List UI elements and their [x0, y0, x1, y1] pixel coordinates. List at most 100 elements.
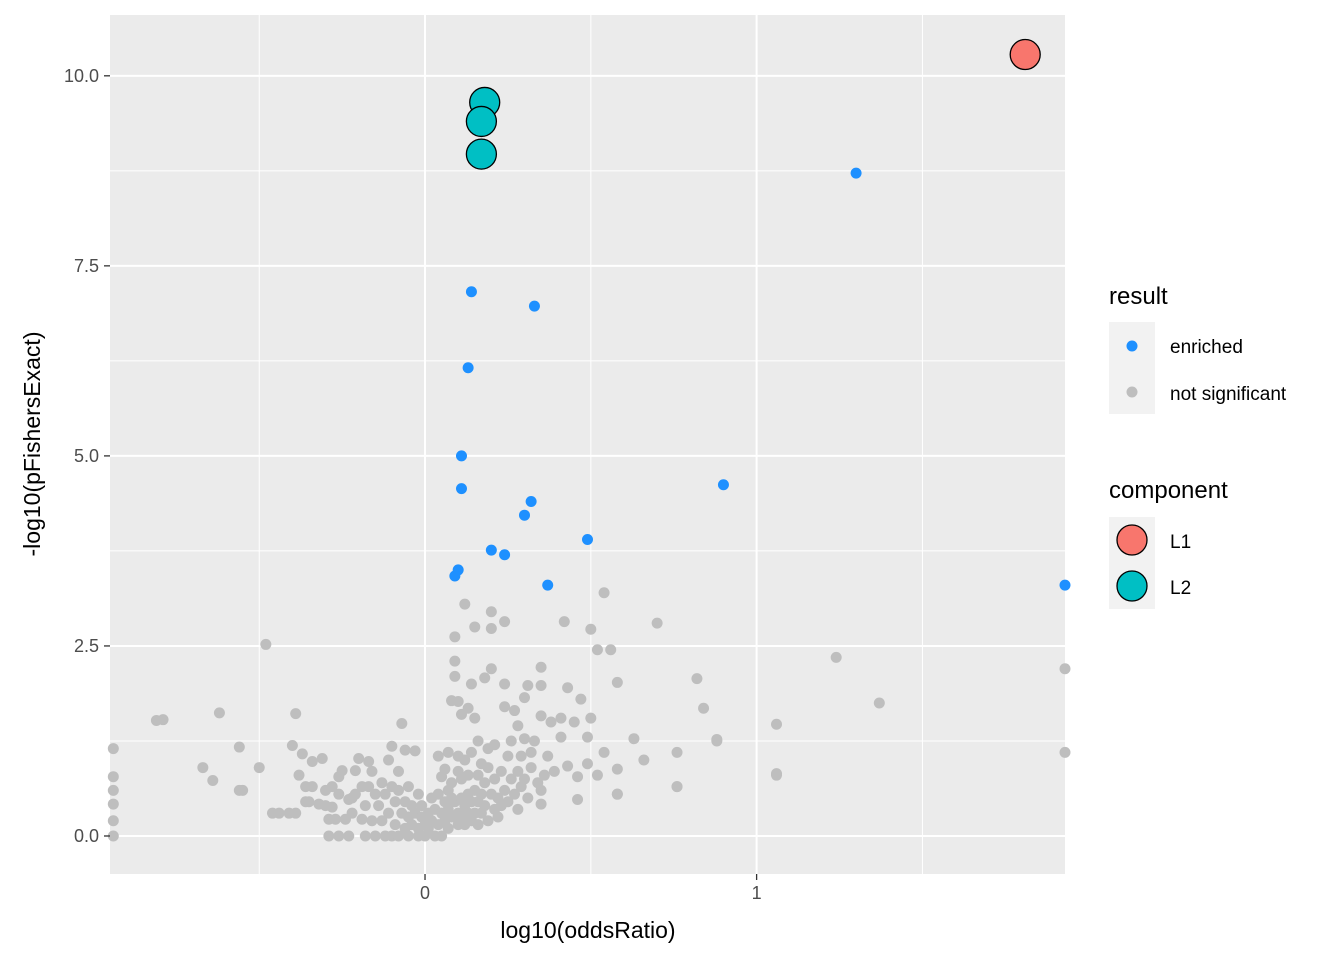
point-not-significant — [409, 745, 421, 757]
y-tick-label: 5.0 — [74, 446, 99, 466]
point-not-significant — [611, 676, 623, 688]
point-not-significant — [459, 598, 471, 610]
point-not-significant — [459, 754, 471, 766]
point-not-significant — [605, 644, 617, 656]
point-not-significant — [830, 651, 842, 663]
point-not-significant — [369, 830, 381, 842]
x-axis-title: log10(oddsRatio) — [500, 917, 675, 943]
point-not-significant — [482, 762, 494, 774]
point-enriched — [525, 496, 537, 508]
point-not-significant — [465, 746, 477, 758]
point-not-significant — [386, 740, 398, 752]
point-not-significant — [439, 763, 451, 775]
point-not-significant — [469, 621, 481, 633]
point-not-significant — [432, 788, 444, 800]
point-enriched — [455, 483, 467, 495]
point-not-significant — [392, 830, 404, 842]
point-not-significant — [518, 692, 530, 704]
point-not-significant — [671, 781, 683, 793]
point-enriched — [485, 544, 497, 556]
point-not-significant — [1059, 663, 1071, 675]
point-not-significant — [392, 765, 404, 777]
point-not-significant — [489, 773, 501, 785]
point-not-significant — [303, 796, 315, 808]
y-axis-title: -log10(pFishersExact) — [19, 332, 45, 557]
point-not-significant — [555, 712, 567, 724]
point-not-significant — [525, 746, 537, 758]
point-not-significant — [598, 746, 610, 758]
point-not-significant — [771, 769, 783, 781]
point-not-significant — [479, 800, 491, 812]
legend-key-bg-result — [1109, 322, 1155, 414]
legend-title-result: result — [1109, 283, 1168, 310]
point-not-significant — [349, 788, 361, 800]
legend-label-L2: L2 — [1170, 578, 1191, 599]
point-not-significant — [290, 807, 302, 819]
point-not-significant — [107, 798, 119, 810]
point-not-significant — [402, 781, 414, 793]
point-not-significant — [505, 735, 517, 747]
legend-key-enriched — [1126, 340, 1138, 352]
point-not-significant — [575, 693, 587, 705]
point-L2 — [465, 138, 498, 170]
point-not-significant — [436, 830, 448, 842]
point-not-significant — [475, 788, 487, 800]
point-not-significant — [585, 712, 597, 724]
point-not-significant — [598, 587, 610, 599]
point-not-significant — [479, 672, 491, 684]
legend-label-L1: L1 — [1170, 532, 1191, 553]
point-not-significant — [296, 748, 308, 760]
point-not-significant — [485, 663, 497, 675]
point-not-significant — [582, 758, 593, 770]
point-not-significant — [535, 798, 547, 810]
point-not-significant — [542, 750, 554, 762]
point-not-significant — [591, 769, 603, 781]
y-tick-label: 2.5 — [74, 636, 99, 656]
point-not-significant — [376, 777, 388, 789]
point-not-significant — [585, 623, 597, 635]
point-not-significant — [107, 784, 119, 796]
point-not-significant — [107, 815, 119, 827]
point-not-significant — [306, 755, 318, 767]
point-L1 — [1009, 38, 1041, 71]
point-not-significant — [369, 788, 381, 800]
point-not-significant — [489, 739, 501, 751]
legend-title-component: component — [1109, 477, 1228, 504]
point-not-significant — [107, 830, 119, 842]
point-not-significant — [363, 755, 375, 767]
point-not-significant — [512, 765, 524, 777]
point-not-significant — [366, 815, 378, 827]
point-not-significant — [499, 616, 511, 628]
point-not-significant — [392, 784, 404, 796]
point-not-significant — [346, 807, 358, 819]
point-not-significant — [323, 830, 335, 842]
point-not-significant — [691, 673, 703, 685]
point-not-significant — [572, 771, 584, 783]
point-not-significant — [499, 678, 511, 690]
y-tick-label: 0.0 — [74, 826, 99, 846]
point-not-significant — [356, 813, 368, 825]
point-not-significant — [698, 702, 710, 714]
point-not-significant — [432, 750, 444, 762]
point-not-significant — [326, 801, 338, 813]
y-tick-label: 10.0 — [64, 66, 99, 86]
point-not-significant — [306, 781, 318, 793]
y-tick-label: 7.5 — [74, 256, 99, 276]
point-not-significant — [535, 784, 547, 796]
point-not-significant — [465, 678, 477, 690]
minor-gridlines — [110, 15, 1065, 874]
point-not-significant — [495, 765, 507, 777]
point-not-significant — [107, 743, 119, 755]
point-not-significant — [492, 811, 504, 823]
point-enriched — [455, 450, 467, 462]
point-not-significant — [260, 638, 272, 650]
point-not-significant — [449, 631, 461, 643]
point-not-significant — [197, 762, 209, 774]
point-not-significant — [535, 710, 547, 722]
point-not-significant — [373, 800, 385, 812]
point-not-significant — [558, 616, 570, 628]
point-L2 — [465, 105, 498, 138]
point-not-significant — [518, 733, 530, 745]
legend-key-L1 — [1116, 524, 1148, 556]
y-axis: 0.0 2.5 5.0 7.5 10.0 — [64, 66, 110, 846]
